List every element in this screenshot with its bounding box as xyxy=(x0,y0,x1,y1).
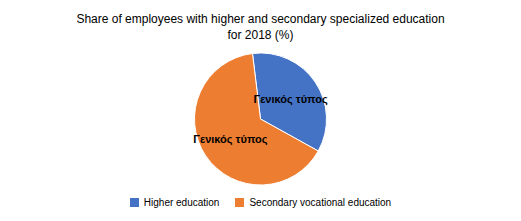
html-text:Share of employees with higher: Share of employees with higher and secon… xyxy=(76,12,445,42)
svg-text:Γενικός τύπος: Γενικός τύπος xyxy=(193,133,267,146)
html-text:Higher education: Higher education xyxy=(143,196,220,208)
html-text:Secondary vocational education: Secondary vocational education xyxy=(249,196,392,208)
svg-text:Γενικός τύπος: Γενικός τύπος xyxy=(254,93,328,106)
